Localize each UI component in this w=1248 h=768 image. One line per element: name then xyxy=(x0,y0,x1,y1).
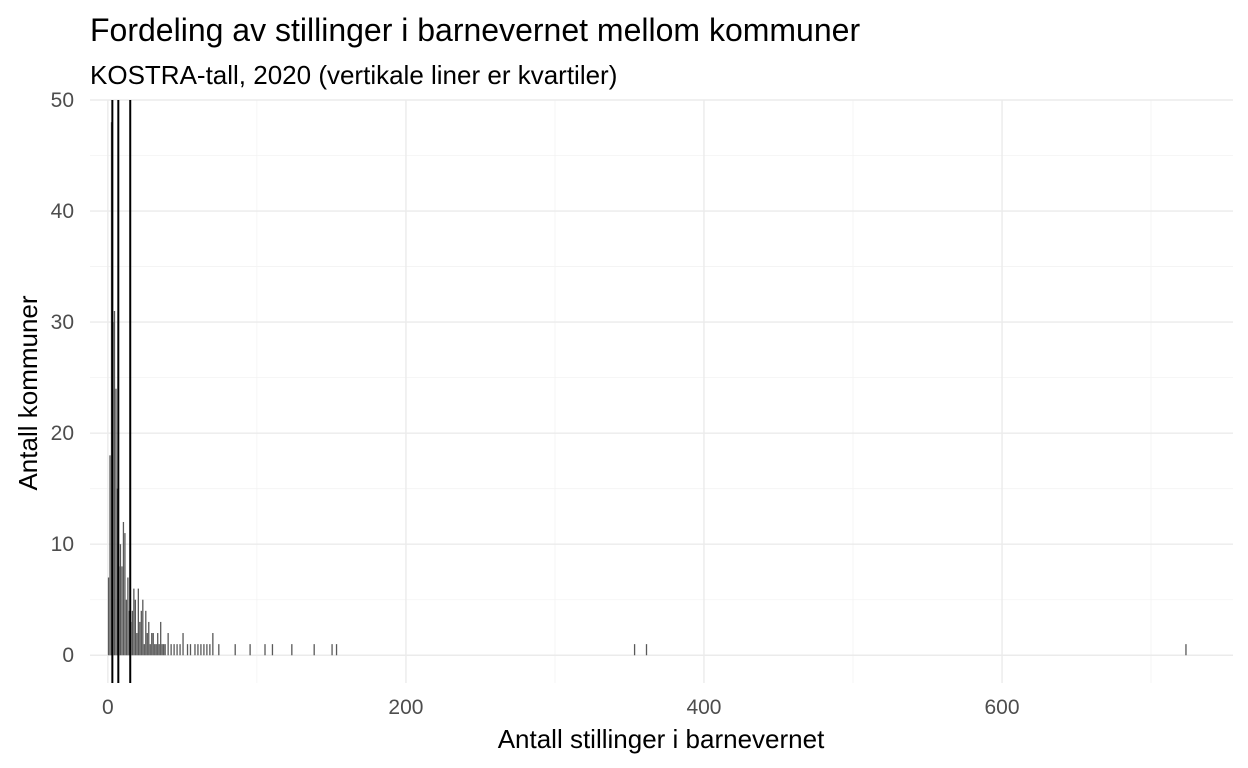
y-axis-ticks: 0 10 20 30 40 50 xyxy=(51,89,74,667)
histogram-bar xyxy=(140,610,142,656)
histogram-bar xyxy=(107,577,110,656)
histogram-bar xyxy=(176,644,178,656)
histogram-bar xyxy=(119,544,122,656)
histogram-bar xyxy=(189,644,192,656)
y-tick-label: 40 xyxy=(51,200,74,223)
histogram-bar xyxy=(133,588,135,656)
histogram-bar xyxy=(163,644,165,656)
histogram-bar xyxy=(164,644,166,656)
y-tick-label: 30 xyxy=(51,311,74,334)
histogram-bar xyxy=(209,644,211,656)
histogram-bar xyxy=(335,644,338,656)
y-axis-title: Antall kommuner xyxy=(13,295,43,490)
histogram-bar xyxy=(122,521,125,656)
histogram-bar xyxy=(203,644,205,656)
histogram-bar xyxy=(124,533,126,656)
histogram-bar xyxy=(633,644,636,656)
histogram-bar xyxy=(167,633,169,656)
y-tick-label: 50 xyxy=(51,89,74,112)
histogram-bar xyxy=(127,577,129,656)
histogram-bar xyxy=(131,610,134,656)
histogram-bar xyxy=(194,644,196,656)
y-tick-label: 20 xyxy=(51,422,74,445)
histogram-bar xyxy=(186,644,189,656)
histogram-bar xyxy=(109,455,111,656)
histogram-bar xyxy=(157,633,159,656)
histogram-bar xyxy=(152,633,154,656)
histogram-bar xyxy=(1185,644,1187,656)
histogram-bar xyxy=(155,644,157,656)
histogram-bar xyxy=(145,610,147,656)
histogram-bar xyxy=(161,644,163,656)
histogram-bar xyxy=(212,633,214,656)
histogram-bar xyxy=(143,644,145,656)
histogram-bar xyxy=(264,644,266,656)
x-tick-label: 200 xyxy=(388,696,423,719)
y-tick-label: 0 xyxy=(62,644,74,667)
grid-lines xyxy=(90,99,1233,683)
x-tick-label: 600 xyxy=(984,696,1019,719)
histogram-bar xyxy=(134,599,137,656)
chart-subtitle: KOSTRA-tall, 2020 (vertikale liner er kv… xyxy=(90,60,617,90)
histogram-bar xyxy=(179,644,181,656)
histogram-bar xyxy=(173,644,175,656)
histogram-bar xyxy=(160,621,162,656)
histogram-bar xyxy=(170,644,172,656)
x-axis-title: Antall stillinger i barnevernet xyxy=(498,724,825,754)
histogram-bar xyxy=(331,644,333,656)
histogram-bar xyxy=(249,644,251,656)
histogram-bar xyxy=(151,633,153,656)
y-tick-label: 10 xyxy=(51,533,74,556)
histogram-bar xyxy=(313,644,315,656)
histogram-bar xyxy=(149,644,151,656)
histogram-bar xyxy=(115,388,117,656)
histogram-bar xyxy=(137,588,139,656)
histogram-bar xyxy=(142,599,144,656)
histogram-bar xyxy=(271,644,274,656)
histogram-bars xyxy=(107,122,1187,656)
histogram-bar xyxy=(291,644,293,656)
histogram-bar xyxy=(139,621,141,656)
quartile-lines xyxy=(111,100,132,683)
histogram-bar xyxy=(206,644,208,656)
histogram-bar xyxy=(121,566,123,656)
histogram-bar xyxy=(182,633,184,656)
histogram-bar xyxy=(234,644,236,656)
histogram-bar xyxy=(197,644,199,656)
histogram-bar xyxy=(645,644,648,656)
histogram-bar xyxy=(200,644,202,656)
histogram-bar xyxy=(148,621,150,656)
histogram-bar xyxy=(146,633,148,656)
x-tick-label: 400 xyxy=(686,696,721,719)
histogram-bar xyxy=(154,644,156,656)
chart-title: Fordeling av stillinger i barnevernet me… xyxy=(90,12,860,48)
histogram-bar xyxy=(113,310,116,656)
histogram-bar xyxy=(136,633,138,656)
histogram-bar xyxy=(125,599,128,656)
x-axis-ticks: 0 200 400 600 xyxy=(102,696,1020,719)
histogram-bar xyxy=(158,644,160,656)
x-tick-label: 0 xyxy=(102,696,114,719)
histogram-bar xyxy=(218,644,220,656)
